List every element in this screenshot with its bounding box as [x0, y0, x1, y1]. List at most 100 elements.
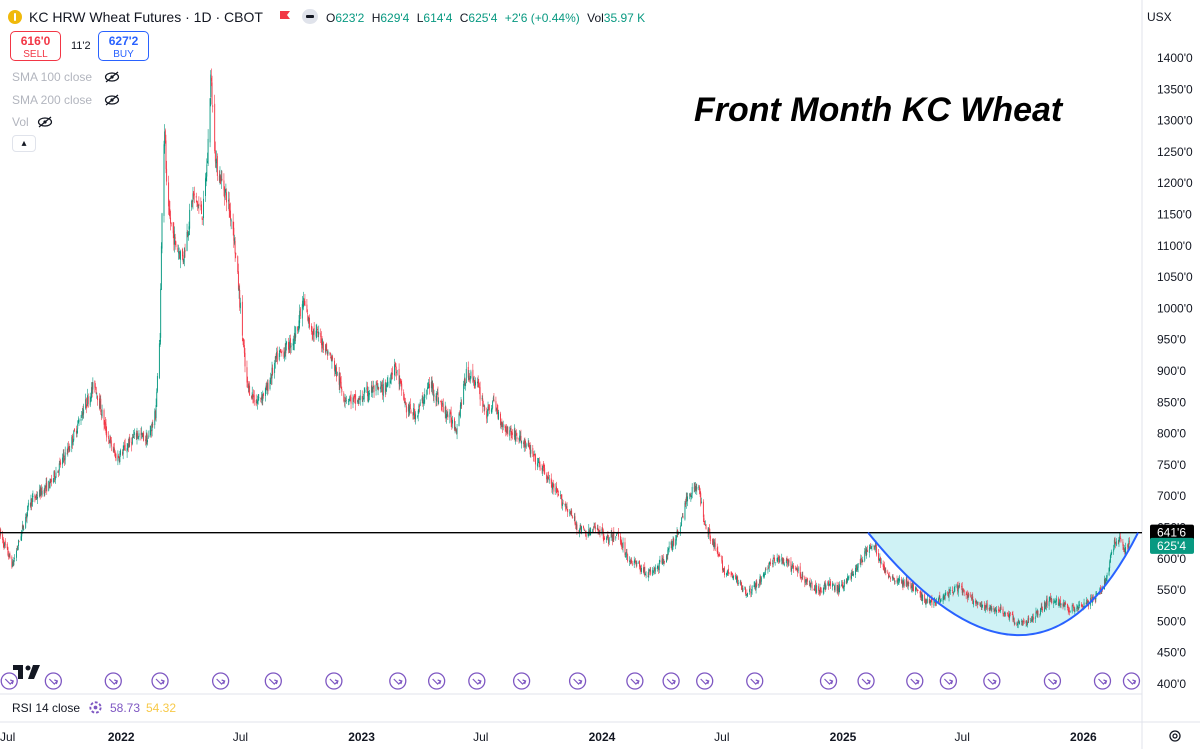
buy-button[interactable]: 627'2 BUY: [98, 31, 149, 61]
candle: [670, 540, 672, 549]
candle: [573, 513, 575, 522]
candle: [636, 560, 638, 567]
candle: [1040, 603, 1042, 613]
candle: [634, 559, 636, 564]
candle: [286, 340, 287, 351]
candle: [693, 482, 695, 493]
candle: [988, 604, 990, 611]
candle: [353, 396, 355, 403]
candle: [96, 392, 98, 399]
candle: [293, 325, 295, 351]
candle: [1046, 595, 1048, 608]
candle: [717, 546, 719, 557]
candle: [4, 542, 6, 549]
candle: [62, 453, 64, 469]
candle: [681, 516, 683, 527]
candle: [127, 443, 129, 451]
eye-off-icon[interactable]: [104, 94, 120, 106]
candle: [722, 556, 723, 573]
candle: [502, 420, 504, 431]
candle: [357, 399, 359, 404]
candle: [1078, 600, 1080, 609]
candle: [1067, 603, 1069, 611]
candle: [364, 387, 366, 394]
candle: [583, 525, 584, 530]
candle: [428, 378, 430, 389]
candle: [467, 361, 469, 382]
candle: [191, 199, 193, 211]
candle: [380, 382, 382, 393]
candle: [696, 483, 698, 495]
candle: [238, 285, 240, 299]
candle: [258, 394, 260, 401]
candle: [949, 588, 951, 594]
settings-icon[interactable]: [1168, 729, 1182, 743]
eye-off-icon[interactable]: [37, 116, 53, 128]
rsi-label[interactable]: RSI 14 close: [12, 701, 81, 715]
candle: [141, 426, 143, 439]
currency-selector[interactable]: USX: [1147, 10, 1172, 24]
candle: [138, 430, 140, 441]
candle: [34, 493, 36, 503]
candle: [891, 574, 893, 581]
candle: [778, 554, 780, 563]
candle: [21, 529, 23, 542]
candle: [538, 458, 540, 464]
eye-off-icon[interactable]: [104, 71, 120, 83]
candle: [1058, 601, 1060, 608]
candle: [281, 349, 283, 357]
candle: [1022, 619, 1024, 626]
candle: [862, 556, 864, 563]
sell-label: SELL: [23, 49, 48, 60]
candle: [484, 405, 486, 415]
candle-layer: [0, 68, 1130, 629]
candle: [248, 383, 250, 393]
candle: [527, 437, 529, 447]
hide-toggle-icon[interactable]: [302, 9, 318, 24]
candle: [658, 565, 660, 574]
event-arrow-icon: [906, 672, 924, 690]
symbol-title[interactable]: KC HRW Wheat Futures · 1D · CBOT: [29, 9, 263, 25]
flag-icon[interactable]: [279, 10, 291, 22]
candle: [39, 486, 41, 500]
candle: [528, 440, 530, 448]
candle: [602, 523, 604, 534]
candle: [837, 585, 839, 595]
candle: [1023, 617, 1024, 626]
price-tick-label: 950'0: [1157, 333, 1186, 347]
candle: [477, 375, 479, 388]
candle: [55, 466, 57, 479]
gear-icon[interactable]: [88, 700, 103, 715]
candle: [410, 408, 412, 414]
price-tick-label: 1350'0: [1157, 82, 1193, 96]
candle: [69, 445, 71, 452]
candle: [694, 482, 696, 492]
candle: [887, 572, 889, 580]
candle: [855, 564, 856, 578]
candle: [981, 601, 983, 611]
candle: [658, 559, 660, 574]
candle: [1044, 601, 1046, 610]
candle: [63, 449, 65, 464]
indicator-sma100-label[interactable]: SMA 100 close: [12, 70, 93, 84]
candle: [1007, 612, 1009, 617]
candle: [828, 580, 829, 590]
candle: [569, 510, 571, 515]
candle: [6, 542, 8, 550]
candle: [324, 343, 326, 356]
candle: [64, 446, 66, 465]
tradingview-logo-icon: [13, 665, 40, 679]
indicator-sma200-label[interactable]: SMA 200 close: [12, 93, 93, 107]
candle: [1119, 533, 1121, 542]
indicator-volume-label[interactable]: Vol: [12, 115, 29, 129]
candle: [343, 396, 345, 407]
sell-button[interactable]: 616'0 SELL: [10, 31, 61, 61]
candle: [112, 443, 114, 454]
candle: [436, 391, 438, 406]
candle: [565, 503, 567, 509]
candle: [1073, 605, 1075, 612]
candle: [624, 537, 626, 558]
event-arrow-icon: [44, 672, 62, 690]
chevron-up-icon[interactable]: ▴: [12, 135, 36, 152]
